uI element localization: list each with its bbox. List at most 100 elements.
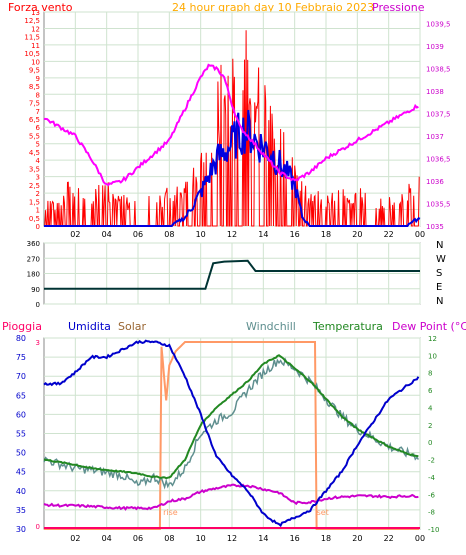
x-tick-label: 10 [196,534,206,543]
humidity-tick-label: 35 [16,506,26,515]
temperature-tick-label: 4 [428,404,433,412]
direction-series [44,259,420,290]
wind-tick-label: 0,5 [29,215,40,223]
x-tick-label: 04 [102,534,112,543]
compass-label: N [436,296,443,307]
temperature-legend: Temperatura [312,320,383,333]
rain-y-ticks: 30 [36,339,40,531]
wind-tick-label: 1 [36,207,40,215]
wind-tick-label: 11 [31,42,40,50]
x-tick-label: 20 [352,534,362,543]
temperature-tick-label: -10 [428,526,439,534]
wind-tick-label: 3 [36,174,40,182]
pressure-tick-label: 1038,5 [426,65,451,73]
humidity-tick-label: 65 [16,391,26,400]
humidity-tick-label: 70 [16,372,26,381]
rain-tick-label: 0 [36,523,40,531]
temperature-tick-label: -4 [428,474,436,482]
humidity-tick-label: 40 [16,487,26,496]
wind-tick-label: 6 [36,124,41,132]
wind-tick-label: 9 [36,75,40,83]
temperature-tick-label: -6 [428,491,436,499]
compass-label: S [436,268,442,279]
temperature-tick-label: 2 [428,422,432,430]
x-tick-label: 08 [164,230,174,239]
wind-tick-label: 5,5 [29,132,40,140]
x-tick-label: 18 [321,534,331,543]
x-tick-label: 10 [196,230,206,239]
series-pressure [43,63,419,187]
humidity-tick-label: 50 [16,449,26,458]
direction-tick-label: 270 [27,255,40,263]
series-wind-direction [44,259,420,290]
pressure-tick-label: 1035 [426,223,444,231]
series-dewpoint [43,483,419,511]
wind-tick-label: 4 [36,157,41,165]
x-tick-label: 00 [415,534,425,543]
x-tick-label: 04 [102,230,112,239]
rain-axis-title: Pioggia [2,320,42,333]
pressure-tick-label: 1038 [426,88,444,96]
wind-tick-label: 11,5 [24,34,40,42]
humidity-tick-label: 45 [16,468,26,477]
x-tick-label: 06 [133,534,143,543]
wind-y-ticks: 00,511,522,533,544,555,566,577,588,599,5… [24,9,40,231]
pressure-y-ticks: 1035 1035,5 1036 1036,5 1037 1037,5 1038 1038,5… [426,20,451,231]
wind-tick-label: 8 [36,91,40,99]
temperature-tick-label: -2 [428,457,435,465]
temperature-tick-label: 0 [428,439,432,447]
pressure-tick-label: 1036 [426,178,444,186]
direction-tick-label: 90 [31,286,40,294]
humidity-tick-label: 60 [16,410,26,419]
wind-tick-label: 7 [36,108,40,116]
direction-grid [44,242,421,305]
sunset-label: set [317,508,329,517]
x-tick-label: 12 [227,534,237,543]
sunrise-label: rise [163,508,178,517]
x-tick-label: 06 [133,230,143,239]
series-temperature [43,354,419,480]
wind-tick-label: 1,5 [29,198,40,206]
x-tick-label: 08 [164,534,174,543]
wind-tick-label: 7,5 [29,100,40,108]
wind-tick-label: 9,5 [29,67,40,75]
graph-date-title: 24 hour graph day 10 Febbraio 2023 [172,1,374,14]
series-humidity [43,339,420,528]
series-windchill [43,357,420,490]
series-wind-average [44,109,421,227]
temperature-tick-label: 12 [428,335,437,343]
wind-tick-label: 6,5 [29,116,40,124]
wind-tick-label: 10,5 [24,50,40,58]
temperature-tick-label: -8 [428,509,435,517]
bottom-x-ticks: 02 04 06 08 10 12 14 16 18 20 22 00 [70,534,425,543]
humidity-tick-label: 75 [16,353,26,362]
humidity-tick-label: 80 [16,334,26,343]
wind-tick-label: 2,5 [29,182,40,190]
x-tick-label: 18 [321,230,331,239]
pressure-tick-label: 1037,5 [426,110,451,118]
direction-y-ticks: 360 270 180 90 0 [27,240,40,309]
compass-label: E [436,282,442,293]
top-series [43,30,421,227]
bottom-series [43,339,420,530]
x-tick-label: 02 [70,534,80,543]
pressure-tick-label: 1036,5 [426,155,451,163]
wind-tick-label: 2 [36,190,40,198]
wind-tick-label: 10 [31,58,40,66]
wind-tick-label: 3,5 [29,165,40,173]
x-tick-label: 02 [70,230,80,239]
wind-tick-label: 4,5 [29,149,40,157]
humidity-legend: Umidita [68,320,111,333]
pressure-axis-title: Pressione [372,1,425,14]
direction-tick-label: 360 [27,240,40,248]
humidity-tick-label: 55 [16,430,26,439]
compass-label: N [436,240,443,251]
x-tick-label: 22 [384,534,394,543]
temperature-tick-label: 10 [428,352,437,360]
wind-tick-label: 8,5 [29,83,40,91]
pressure-tick-label: 1039,5 [426,20,451,28]
rain-tick-label: 3 [36,339,40,347]
